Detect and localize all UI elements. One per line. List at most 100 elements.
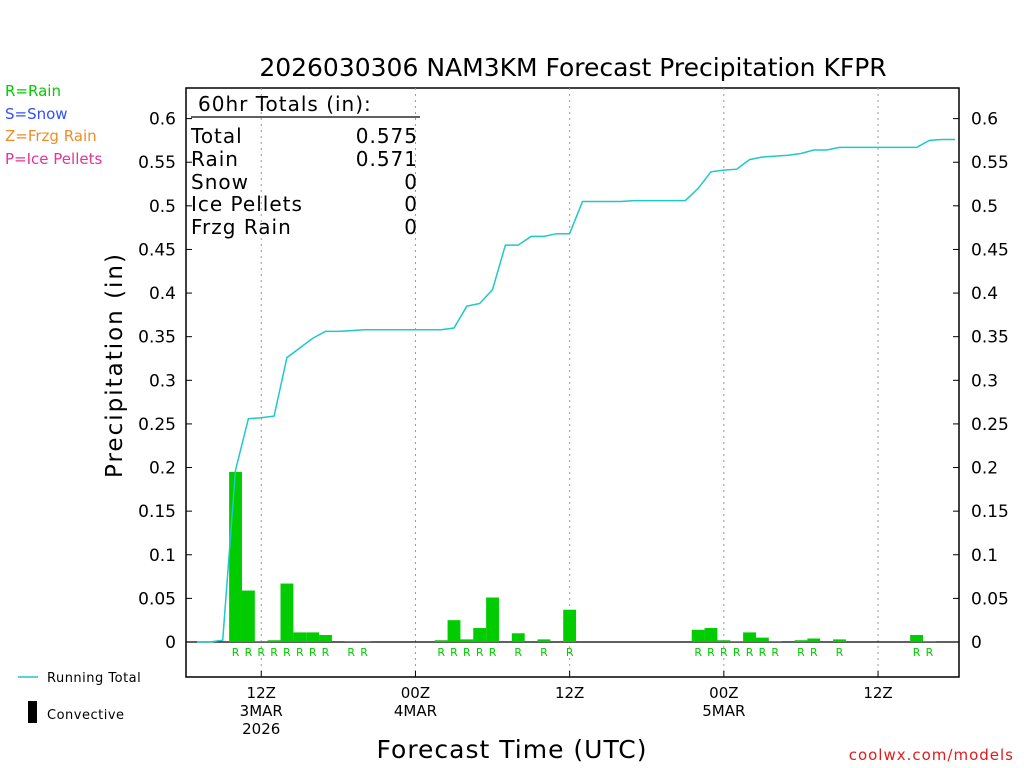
precip-bar bbox=[833, 639, 846, 642]
y-tick-label-left: 0.15 bbox=[138, 502, 176, 522]
x-tick-label: 12Z bbox=[555, 684, 584, 702]
totals-value-snow: 0 bbox=[404, 170, 418, 194]
y-tick-label-left: 0.45 bbox=[138, 240, 176, 260]
precip-bar bbox=[768, 641, 782, 642]
precip-type-label: R bbox=[514, 646, 522, 659]
y-tick-label-right: 0.25 bbox=[971, 415, 1009, 435]
x-tick-label: 3MAR bbox=[240, 702, 283, 720]
precip-type-label: R bbox=[347, 646, 355, 659]
totals-header: 60hr Totals (in): bbox=[198, 92, 372, 116]
key-snow: S=Snow bbox=[5, 105, 68, 123]
x-tick-label: 00Z bbox=[709, 684, 738, 702]
totals-value-rain: 0.571 bbox=[356, 147, 418, 171]
precip-type-label: R bbox=[437, 646, 445, 659]
precip-bar bbox=[267, 640, 281, 642]
precip-bars bbox=[229, 471, 936, 642]
totals-label-frzg-rain: Frzg Rain bbox=[191, 215, 292, 239]
y-tick-label-right: 0.6 bbox=[971, 110, 998, 130]
precip-type-label: R bbox=[283, 646, 291, 659]
x-tick-label: 12Z bbox=[863, 684, 892, 702]
precip-bar bbox=[807, 638, 821, 642]
y-tick-label-right: 0.35 bbox=[971, 328, 1009, 348]
y-tick-label-left: 0.2 bbox=[149, 459, 176, 479]
precip-bar bbox=[280, 583, 294, 642]
y-tick-label-right: 0.05 bbox=[971, 589, 1009, 609]
precip-bar bbox=[704, 628, 718, 642]
running-total-line bbox=[197, 138, 956, 643]
precip-type-label: R bbox=[489, 646, 497, 659]
totals-value-ice-pellets: 0 bbox=[404, 192, 418, 216]
precip-bar bbox=[357, 641, 371, 642]
totals-label-ice-pellets: Ice Pellets bbox=[191, 192, 303, 216]
precip-type-label: R bbox=[926, 646, 934, 659]
vertical-gridlines bbox=[260, 88, 879, 677]
precip-bar bbox=[229, 471, 242, 642]
totals-value-total: 0.575 bbox=[356, 124, 418, 148]
precip-bar bbox=[434, 640, 448, 642]
precip-type-label: R bbox=[450, 646, 458, 659]
precip-type-label: R bbox=[759, 646, 767, 659]
y-tick-label-left: 0.3 bbox=[149, 371, 176, 391]
precip-type-label: R bbox=[836, 646, 844, 659]
precip-bar bbox=[473, 628, 487, 642]
precip-type-label: R bbox=[771, 646, 779, 659]
x-tick-label: 4MAR bbox=[394, 702, 437, 720]
precip-bar bbox=[923, 641, 936, 642]
precip-bar bbox=[306, 632, 320, 642]
precip-type-label: R bbox=[694, 646, 702, 659]
chart-title: 2026030306 NAM3KM Forecast Precipitation… bbox=[259, 53, 886, 82]
totals-box: 60hr Totals (in): Total 0.575 Rain 0.571… bbox=[190, 92, 420, 239]
y-tick-label-right: 0.55 bbox=[971, 153, 1009, 173]
precip-bar bbox=[717, 640, 731, 642]
y-tick-label-right: 0.45 bbox=[971, 240, 1009, 260]
key-rain: R=Rain bbox=[5, 82, 61, 100]
y-tick-label-left: 0 bbox=[165, 633, 176, 653]
y-tick-label-right: 0.5 bbox=[971, 197, 998, 217]
precip-bar bbox=[460, 639, 474, 642]
precip-bar bbox=[254, 641, 268, 642]
precip-bar bbox=[537, 639, 551, 642]
precip-type-label: R bbox=[746, 646, 754, 659]
legend-convective-swatch bbox=[28, 701, 37, 723]
y-tick-label-right: 0 bbox=[971, 633, 982, 653]
precip-type-label: R bbox=[810, 646, 818, 659]
precip-bar bbox=[344, 641, 358, 642]
y-tick-label-right: 0.2 bbox=[971, 459, 998, 479]
y-tick-label-right: 0.3 bbox=[971, 371, 998, 391]
y-tick-label-left: 0.05 bbox=[138, 589, 176, 609]
precip-type-label: R bbox=[566, 646, 574, 659]
precip-bar bbox=[511, 633, 525, 642]
totals-value-frzg-rain: 0 bbox=[404, 215, 418, 239]
y-tick-label-right: 0.4 bbox=[971, 284, 998, 304]
precip-bar bbox=[755, 637, 769, 642]
precip-bar bbox=[486, 597, 499, 642]
precip-bar bbox=[691, 629, 705, 642]
precip-type-label: R bbox=[463, 646, 471, 659]
key-ice-pellets: P=Ice Pellets bbox=[5, 150, 102, 168]
precip-bar bbox=[293, 632, 307, 642]
precip-type-label: R bbox=[797, 646, 805, 659]
x-axis-label: Forecast Time (UTC) bbox=[377, 735, 648, 764]
precip-type-label: R bbox=[733, 646, 741, 659]
y-tick-label-right: 0.15 bbox=[971, 502, 1009, 522]
precip-bar bbox=[730, 641, 744, 642]
y-tick-label-left: 0.55 bbox=[138, 153, 176, 173]
precip-bar bbox=[794, 640, 808, 642]
precip-type-label: R bbox=[476, 646, 484, 659]
precip-type-label: R bbox=[707, 646, 715, 659]
x-tick-label: 00Z bbox=[401, 684, 430, 702]
plot-frame bbox=[185, 87, 960, 678]
precip-type-label: R bbox=[245, 646, 253, 659]
precip-type-label: R bbox=[257, 646, 265, 659]
y-tick-label-right: 0.1 bbox=[971, 546, 998, 566]
precip-bar bbox=[447, 620, 461, 642]
precip-type-key: R=Rain S=Snow Z=Frzg Rain P=Ice Pellets bbox=[5, 82, 102, 168]
legend-running-total-label: Running Total bbox=[47, 671, 141, 686]
y-tick-label-left: 0.25 bbox=[138, 415, 176, 435]
precip-type-label: R bbox=[296, 646, 304, 659]
legend-convective-label: Convective bbox=[47, 708, 125, 723]
totals-label-total: Total bbox=[190, 124, 243, 148]
precip-type-label: R bbox=[720, 646, 728, 659]
